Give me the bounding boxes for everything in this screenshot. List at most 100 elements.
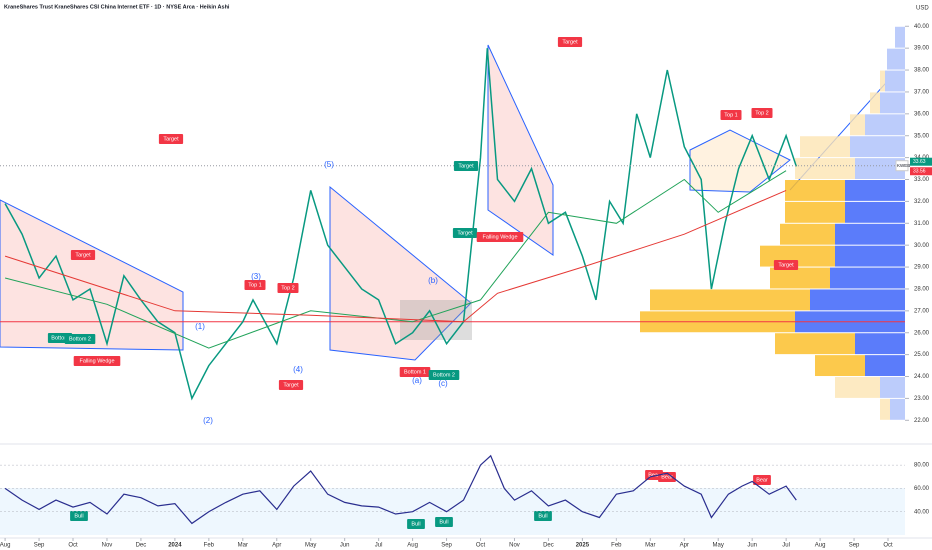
profile-down [880,398,890,420]
x-tick-label: Nov [102,543,113,549]
profile-down [785,201,845,223]
x-tick-label: Sep [34,543,45,549]
annotation-tag [720,110,742,120]
annotation: Top 2 [281,285,294,291]
profile-up [895,26,905,48]
y-tick-label: 33.00 [914,177,930,183]
annotation: Target [283,382,299,388]
x-tick-label: Sep [441,543,452,549]
wave-label: (2) [203,416,213,425]
profile-up [835,245,905,267]
annotation: Bottom 2 [69,336,91,342]
price-tag [910,167,932,176]
profile-down [780,223,835,245]
annotation-tag [158,134,184,144]
annotation: Bull [74,513,83,519]
profile-up [850,136,905,158]
annotation-tag [751,108,773,118]
annotation-tag [435,517,453,527]
profile-up [810,289,905,311]
x-tick-label: 2024 [168,543,182,549]
x-tick-label: Mar [238,543,248,549]
y-tick-label: 39.00 [914,46,930,52]
annotation-tag [277,283,299,293]
x-tick-label: Oct [68,543,78,549]
ticker-tag [895,160,909,172]
y-tick-label: 32.00 [914,199,930,205]
annotation: Bear [756,477,768,483]
annotation: Top 1 [248,282,261,288]
annotation: Bear [661,474,673,480]
x-tick-label: Jul [375,543,383,549]
annotation-tag [244,280,266,290]
wedge [487,44,554,256]
x-tick-label: 2025 [576,543,590,549]
x-tick-label: Apr [272,543,281,549]
y-tick-label: 25.00 [914,352,930,358]
annotation: Target [75,252,91,258]
rsi-tick-label: 40.00 [914,509,930,515]
annotation-tag [773,260,799,270]
annotation-tag [70,250,96,260]
price-tag-label: 33.56 [913,169,926,175]
x-tick-label: Oct [883,543,893,549]
profile-down [835,377,880,398]
profile-up [885,70,905,92]
x-tick-label: Sep [849,543,860,549]
x-tick-label: May [305,543,316,549]
y-tick-label: 35.00 [914,133,930,139]
x-tick-label: Aug [815,543,826,549]
x-tick-label: Feb [611,543,622,549]
x-tick-label: Jun [747,543,757,549]
x-tick-label: Jun [340,543,350,549]
annotation: Bull [439,519,448,525]
y-tick-label: 30.00 [914,243,930,249]
annotation: Target [458,163,474,169]
profile-down [880,70,885,92]
profile-up [830,267,905,289]
x-tick-label: Apr [680,543,689,549]
profile-up [880,377,905,398]
profile-down [815,355,865,377]
x-tick-label: Dec [543,543,554,549]
annotation-tag [70,511,88,521]
profile-up [855,333,905,355]
y-tick-label: 28.00 [914,287,930,293]
annotation-tag [557,37,583,47]
rsi-tick-label: 80.00 [914,463,930,469]
annotation: Target [457,230,473,236]
annotation: Bull [538,513,547,519]
profile-down [800,136,850,158]
profile-up [865,114,905,136]
x-tick-label: Aug [0,543,10,549]
profile-down [870,92,880,114]
profile-down [650,289,810,311]
x-tick-label: Nov [509,543,520,549]
annotation-tag [453,161,479,171]
x-tick-label: Feb [204,543,215,549]
profile-down [795,158,855,180]
profile-down [785,180,845,201]
profile-up [890,398,905,420]
y-tick-label: 37.00 [914,90,930,96]
annotation: Bottom [51,335,69,341]
profile-up [865,355,905,377]
annotation-tag [399,367,431,377]
moving-average [4,170,787,349]
annotation-tag [452,228,478,238]
profile-down [770,267,830,289]
x-tick-label: Jul [782,543,790,549]
annotation-tag [73,356,121,366]
annotation: Top 1 [724,112,737,118]
profile-down [775,333,855,355]
wave-label: (c) [438,379,448,388]
profile-down [850,114,865,136]
y-tick-label: 29.00 [914,265,930,271]
y-tick-label: 36.00 [914,111,930,117]
profile-up [880,92,905,114]
annotation: Bottom 2 [433,372,455,378]
annotation-tag [407,519,425,529]
wave-label: (1) [195,322,205,331]
x-tick-label: May [713,543,724,549]
